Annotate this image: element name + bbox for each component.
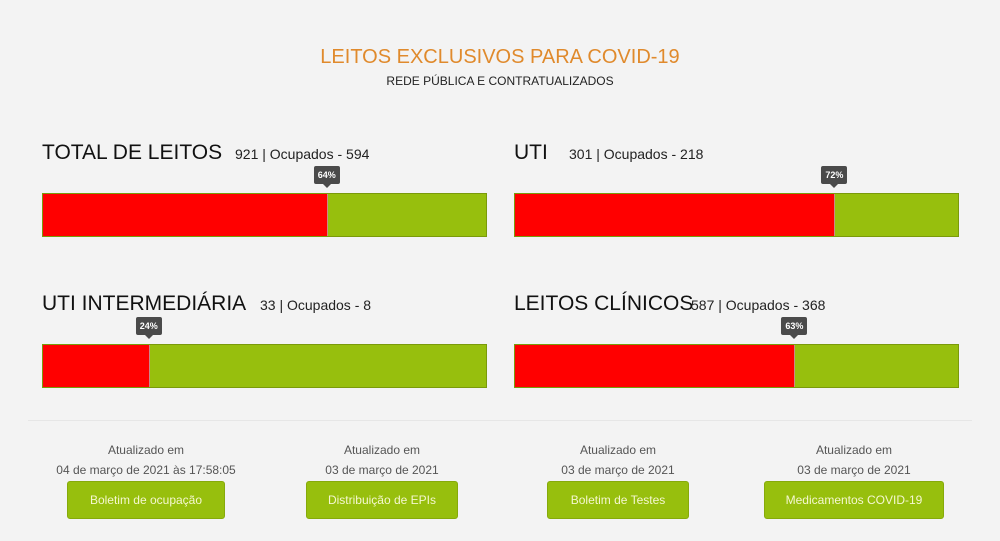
card-stats: 921 | Ocupados - 594 [235, 146, 370, 162]
percent-badge: 63% [781, 317, 808, 339]
footer-ocupacao: Atualizado em 04 de março de 2021 às 17:… [28, 440, 264, 519]
distribuicao-epis-button[interactable]: Distribuição de EPIs [306, 481, 458, 519]
updated-date: 03 de março de 2021 [325, 463, 439, 477]
occupied-fill [43, 345, 151, 387]
updated-label: Atualizado em [107, 443, 185, 457]
footer-medicamentos: Atualizado em 03 de março de 2021 Medica… [736, 440, 972, 519]
updated-label: Atualizado em [579, 443, 657, 457]
percent-badge: 64% [313, 166, 340, 188]
boletim-testes-button[interactable]: Boletim de Testes [547, 481, 689, 519]
percent-badge: 72% [821, 166, 848, 188]
footer-epis: Atualizado em 03 de março de 2021 Distri… [264, 440, 500, 519]
occupied-fill [515, 345, 796, 387]
card-stats: 301 | Ocupados - 218 [569, 146, 704, 162]
card-stats: 587 | Ocupados - 368 [691, 297, 826, 313]
card-stats: 33 | Ocupados - 8 [260, 297, 372, 313]
card-name: LEITOS CLÍNICOS [514, 292, 694, 315]
card-uti-intermediaria: UTI INTERMEDIÁRIA 33 | Ocupados - 8 24% [42, 292, 487, 412]
occupied-fill [43, 194, 328, 236]
updated-label: Atualizado em [343, 443, 421, 457]
card-uti: UTI 301 | Ocupados - 218 72% [514, 141, 959, 261]
occupancy-bar [42, 193, 487, 237]
medicamentos-button[interactable]: Medicamentos COVID-19 [764, 481, 944, 519]
card-total-leitos: TOTAL DE LEITOS 921 | Ocupados - 594 64% [42, 141, 487, 261]
card-name: UTI [514, 141, 548, 164]
occupancy-bar [514, 193, 959, 237]
percent-badge: 24% [135, 317, 162, 339]
occupancy-bar [514, 344, 959, 388]
updated-date: 03 de março de 2021 [561, 463, 675, 477]
page-title: LEITOS EXCLUSIVOS PARA COVID-19 [320, 46, 680, 68]
updated-date: 04 de março de 2021 às 17:58:05 [56, 463, 236, 477]
card-name: TOTAL DE LEITOS [42, 141, 223, 164]
occupied-fill [515, 194, 835, 236]
page-subtitle: REDE PÚBLICA E CONTRATUALIZADOS [386, 74, 614, 88]
occupancy-bar [42, 344, 487, 388]
updated-date: 03 de março de 2021 [797, 463, 911, 477]
boletim-ocupacao-button[interactable]: Boletim de ocupação [67, 481, 225, 519]
divider [28, 420, 972, 421]
updated-label: Atualizado em [815, 443, 893, 457]
card-leitos-clinicos: LEITOS CLÍNICOS 587 | Ocupados - 368 63% [514, 292, 959, 412]
card-name: UTI INTERMEDIÁRIA [42, 292, 247, 315]
footer-testes: Atualizado em 03 de março de 2021 Boleti… [500, 440, 736, 519]
